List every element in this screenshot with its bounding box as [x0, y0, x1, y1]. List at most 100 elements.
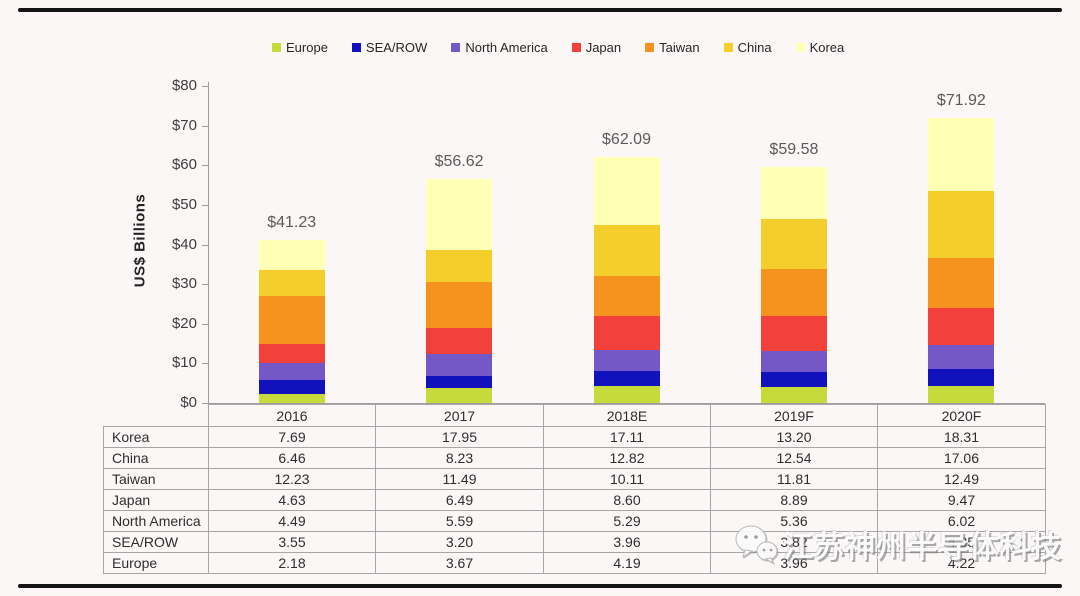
bar-segment-korea [426, 178, 493, 250]
top-divider [18, 8, 1062, 12]
table-cell-value: 3.96 [710, 552, 878, 574]
table-row: Korea 7.69 17.95 17.11 13.20 18.31 [103, 426, 1046, 448]
y-axis-tick-label: $40 [171, 235, 197, 253]
table-year-header: 2019F [710, 404, 878, 427]
bar-segment-europe [426, 388, 493, 403]
table-cell-value: 4.49 [208, 510, 376, 532]
legend-item-sea-row: SEA/ROW [351, 40, 427, 55]
legend-item-korea: Korea [795, 40, 845, 55]
bar-segment-china [593, 224, 660, 276]
bar-segment-china [426, 249, 493, 283]
legend-swatch-icon [723, 43, 733, 52]
table-cell-value: 8.60 [543, 489, 711, 511]
bar-segment-north-america [426, 353, 493, 376]
legend-label: Korea [809, 40, 845, 55]
bar-segment-north-america [760, 350, 827, 373]
table-cell-value: 3.55 [208, 531, 376, 553]
bar-segment-taiwan [593, 275, 660, 316]
y-axis-tick-mark [202, 363, 208, 365]
bar-segment-japan [426, 327, 493, 354]
table-cell-value: 3.67 [375, 552, 544, 574]
table-cell-value: 7.69 [208, 426, 376, 448]
table-cell-value: 12.82 [543, 447, 711, 469]
table-cell-value: 6.46 [208, 447, 376, 469]
table-year-header: 2018E [543, 404, 711, 427]
legend-item-taiwan: Taiwan [645, 40, 700, 55]
table-cell-value: 17.11 [543, 426, 711, 448]
table-cell-value: 5.29 [543, 510, 711, 532]
bar-segment-taiwan [760, 268, 827, 316]
table-row-label: Japan [103, 489, 209, 511]
table-row-label: Korea [103, 426, 209, 448]
bar-segment-europe [593, 386, 660, 403]
bar-segment-sea-row [760, 372, 827, 388]
bar-total-label: $59.58 [769, 140, 819, 158]
table-row: China 6.46 8.23 12.82 12.54 17.06 [103, 447, 1046, 469]
bar-segment-china [258, 270, 325, 296]
y-axis-tick-label: $60 [171, 156, 197, 174]
table-cell-value: 4.19 [543, 552, 711, 574]
legend-swatch-icon [351, 43, 361, 52]
data-table: 2016 2017 2018E 2019F 2020F Korea 7.69 17.95 17.… [103, 404, 1046, 574]
bar-segment-china [928, 190, 995, 259]
table-row-label: Taiwan [103, 468, 209, 490]
table-cell-value: 5.59 [375, 510, 544, 532]
legend-item-north-america: North America [451, 40, 548, 55]
y-axis-tick-label: $0 [180, 394, 197, 411]
table-corner-blank [104, 405, 209, 427]
y-axis-tick-mark [202, 165, 208, 167]
y-axis-tick-mark [202, 204, 208, 206]
bar-segment-sea-row [928, 369, 995, 387]
bar-segment-europe [928, 386, 995, 403]
table-row-label: SEA/ROW [103, 531, 209, 553]
table-cell-value: 12.49 [877, 468, 1046, 490]
bar-segment-sea-row [426, 375, 493, 389]
table-cell-value: 10.11 [543, 468, 711, 490]
bar-total-label: $62.09 [602, 131, 651, 148]
wechat-logo-icon [735, 525, 778, 565]
table-year-header: 2020F [877, 404, 1046, 427]
bar-segment-sea-row [258, 380, 325, 395]
table-cell-value: 2.18 [208, 552, 376, 574]
y-axis-tick-label: $30 [171, 275, 197, 293]
bar-total-label: $41.23 [267, 213, 317, 231]
y-axis-tick-mark [202, 86, 208, 87]
y-axis-tick-mark [202, 244, 208, 246]
legend-swatch-icon [451, 43, 461, 52]
bar-total-label: $56.62 [434, 152, 484, 170]
table-cell-value: 9.47 [877, 489, 1046, 511]
table-cell-value: 18.31 [877, 426, 1046, 448]
table-row: Taiwan 12.23 11.49 10.11 11.81 12.49 [103, 468, 1046, 490]
table-cell-value: 4.63 [208, 489, 376, 511]
bar-segment-north-america [928, 345, 995, 370]
table-cell-value: 11.81 [710, 468, 878, 490]
y-axis-tick-label: $20 [171, 314, 197, 332]
x-axis-line [208, 403, 1045, 404]
table-row-label: North America [103, 510, 209, 532]
watermark: 江苏神州半导体科技 [733, 522, 1062, 566]
table-cell-value: 17.95 [375, 426, 544, 448]
table-cell-value: 12.54 [710, 447, 878, 469]
legend-item-china: China [723, 40, 772, 55]
bar-segment-japan [593, 315, 660, 350]
table-year-header: 2017 [375, 404, 544, 427]
table-cell-value: 8.23 [375, 447, 544, 469]
bar-segment-europe [258, 394, 325, 403]
y-axis-tick-mark [202, 323, 208, 325]
bar-segment-north-america [258, 362, 325, 381]
bar-segment-korea [928, 118, 995, 191]
bar-segment-taiwan [426, 282, 493, 328]
legend-label: Europe [286, 40, 328, 55]
y-axis-tick-label: $70 [171, 116, 197, 134]
y-axis-tick-mark [202, 284, 208, 286]
legend-label: North America [465, 40, 548, 55]
bottom-divider [18, 584, 1062, 588]
bar-segment-china [760, 219, 827, 269]
bar-total-label: $71.92 [936, 92, 986, 110]
table-cell-value: 4.35 [877, 531, 1046, 553]
legend-label: Japan [585, 40, 622, 55]
legend-swatch-icon [645, 43, 655, 52]
table-cell-value: 3.20 [375, 531, 544, 553]
bar-segment-north-america [593, 349, 660, 371]
